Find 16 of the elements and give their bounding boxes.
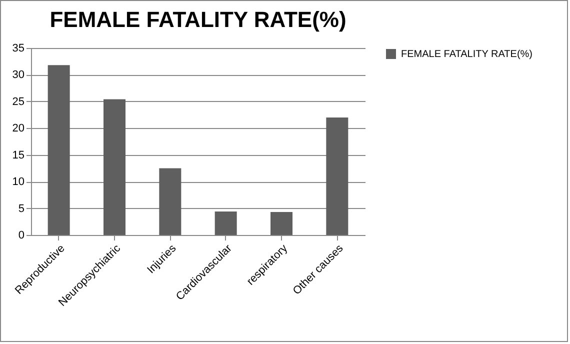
- bar: [214, 211, 237, 235]
- y-tick-label: 20: [12, 122, 24, 135]
- chart-title: FEMALE FATALITY RATE(%): [50, 7, 346, 32]
- y-tick-label: 15: [12, 149, 24, 162]
- legend-label: FEMALE FATALITY RATE(%): [401, 49, 533, 60]
- y-tick-label: 0: [18, 230, 24, 242]
- y-tick-label: 30: [12, 69, 24, 82]
- y-tick-label: 10: [12, 176, 24, 188]
- y-tick-label: 5: [18, 202, 24, 215]
- bar: [159, 168, 182, 235]
- bar: [48, 65, 70, 235]
- y-tick-label: 35: [12, 42, 24, 54]
- bar: [104, 99, 126, 235]
- y-tick-label: 25: [12, 96, 24, 108]
- bar: [326, 117, 348, 235]
- bar: [270, 212, 292, 235]
